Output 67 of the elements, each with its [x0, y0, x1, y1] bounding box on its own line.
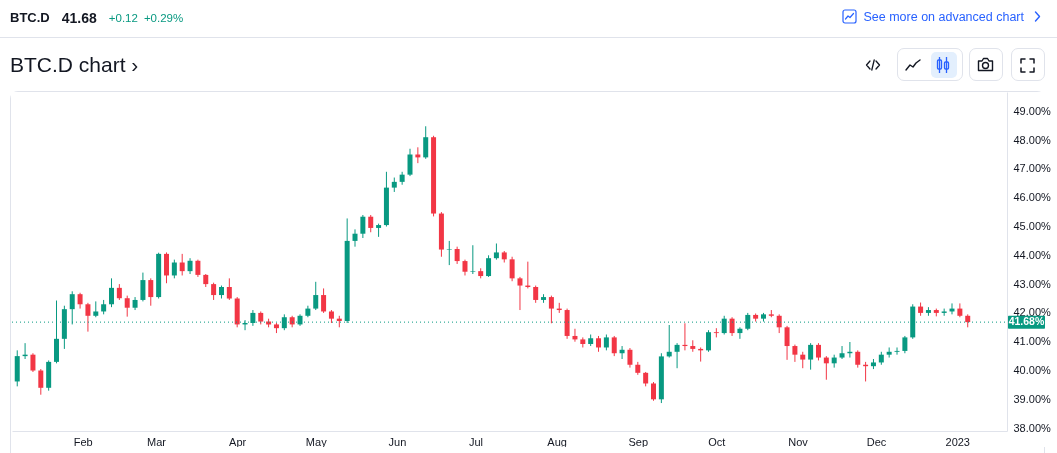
text: 41.68 — [61, 10, 97, 26]
candlestick — [109, 277, 114, 308]
x-tick-label: Feb — [73, 435, 93, 448]
candlestick — [776, 313, 782, 334]
candlestick — [839, 345, 845, 360]
y-tick-label: 46.00% — [1013, 191, 1052, 204]
x-tick-label: Sep — [628, 435, 649, 448]
candlestick — [651, 381, 657, 402]
candlestick — [784, 325, 790, 361]
chart-title: BTC.D chart › — [10, 52, 139, 78]
candlestick — [30, 352, 36, 373]
candlestick — [85, 302, 91, 333]
x-tick-label: 2023 — [945, 435, 970, 448]
y-tick-label: 48.00% — [1013, 133, 1052, 146]
candlestick — [399, 171, 405, 186]
candlestick — [792, 344, 798, 363]
y-tick-label: 39.00% — [1013, 392, 1052, 405]
candlestick — [509, 256, 515, 282]
text: +0.12 — [108, 11, 138, 26]
y-tick-label: 38.00% — [1013, 421, 1052, 434]
x-tick-label: Jul — [468, 435, 483, 448]
candlestick — [957, 302, 963, 318]
y-tick-label: 49.00% — [1013, 104, 1052, 117]
candlestick — [486, 254, 492, 278]
candlestick — [38, 368, 44, 396]
text: +0.29% — [143, 11, 184, 26]
candlestick — [423, 125, 429, 160]
candlestick — [548, 295, 554, 324]
x-tick-label: Apr — [229, 435, 247, 448]
x-tick-label: Dec — [866, 435, 887, 448]
candlestick — [226, 277, 232, 301]
x-tick-label: May — [305, 435, 328, 448]
y-tick-label: 40.00% — [1013, 364, 1052, 377]
candlestick — [706, 329, 711, 353]
candlestick — [627, 347, 633, 369]
candlestick — [124, 295, 130, 318]
text: See more on advanced chart — [863, 9, 1024, 24]
text: BTC.D — [10, 10, 50, 26]
x-tick-label: Jun — [388, 435, 407, 448]
x-tick-label: Nov — [788, 435, 809, 448]
candlestick — [179, 253, 185, 276]
candlestick — [674, 342, 680, 369]
candlestick — [470, 244, 476, 275]
candlestick — [313, 281, 319, 311]
y-tick-label: 47.00% — [1013, 162, 1052, 175]
candlestick — [171, 259, 177, 279]
y-tick-label: 44.00% — [1013, 248, 1052, 261]
x-tick-label: Mar — [147, 435, 167, 448]
candlestick — [611, 335, 617, 357]
candlestick — [517, 276, 523, 311]
candlestick — [360, 214, 366, 239]
candlestick — [446, 240, 452, 266]
y-tick-label: 41.00% — [1013, 335, 1052, 348]
candlestick — [737, 326, 743, 340]
candlestick — [148, 277, 154, 307]
x-tick-label: Aug — [547, 435, 567, 448]
candlestick — [140, 272, 146, 302]
candlestick — [163, 251, 169, 284]
candlestick — [407, 148, 413, 177]
x-tick-label: Oct — [708, 435, 726, 448]
candlestick — [808, 342, 814, 371]
ref-line-label: 41.68% — [1008, 315, 1045, 328]
candlestick — [321, 287, 327, 314]
y-tick-label: 43.00% — [1013, 277, 1052, 290]
y-tick-label: 45.00% — [1013, 220, 1052, 233]
candlestick — [352, 228, 358, 248]
candlestick — [894, 346, 900, 356]
